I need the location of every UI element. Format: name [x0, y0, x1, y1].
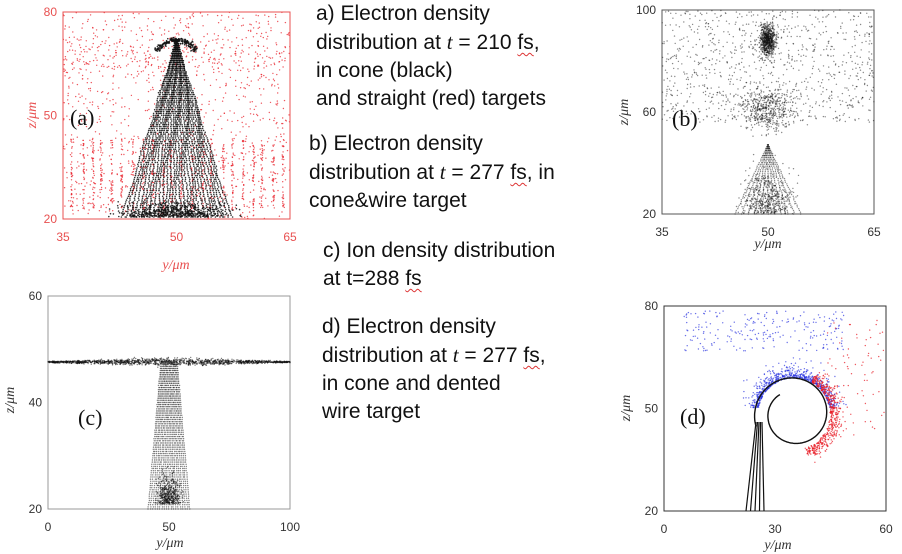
panel-d-spiral-wire: [753, 377, 828, 445]
panel-a-ytick: 20: [44, 212, 58, 226]
panel-a-black-series: [108, 36, 242, 218]
panel-b-plot: 35 50 65 20 60 100 y/μm z/μm (b): [617, 3, 881, 252]
panel-d-frame: [663, 305, 887, 512]
panel-b-ytick: 100: [636, 3, 656, 17]
panel-b-ylabel: z/μm: [617, 99, 632, 126]
panel-c-ytick: 20: [29, 502, 43, 516]
panel-d-xtick: 30: [768, 522, 782, 536]
panel-b-marks: [661, 9, 875, 215]
panel-c-ytick: 60: [29, 289, 43, 303]
panel-d-plot: 0 30 60 20 50 80 y/μm z/μm (d): [619, 299, 893, 553]
panel-b-ytick: 60: [643, 105, 657, 119]
caption-a-unit: fs: [517, 31, 534, 54]
panel-a-frame: [62, 11, 291, 220]
panel-a-label: (a): [70, 105, 94, 130]
caption-c-line2: at t=288 fs: [323, 265, 555, 293]
panel-a-red-series: [62, 11, 291, 220]
panel-d-cone-line: [749, 421, 759, 512]
caption-c-unit: fs: [405, 267, 422, 290]
caption-d: d) Electron density distribution at t = …: [322, 313, 546, 426]
panel-d-cone-line: [754, 421, 760, 512]
caption-b-line3: cone&wire target: [309, 189, 467, 212]
caption-b-time-symbol: t: [439, 160, 446, 184]
panel-c-xtick: 0: [45, 520, 52, 534]
panel-c-marks: [47, 356, 291, 510]
panel-d-xtick: 60: [879, 522, 893, 536]
caption-d-line2: distribution at t = 277 fs,: [322, 341, 546, 370]
panel-d-cone-line: [758, 421, 762, 512]
panel-b-ticks: 35 50 65 20 60 100: [636, 3, 881, 239]
panel-d-ytick: 50: [645, 402, 659, 416]
caption-c-line1: c) Ion density distribution: [323, 239, 556, 262]
panel-d-ytick: 80: [645, 299, 659, 313]
panel-c-xlabel: y/μm: [154, 536, 183, 551]
panel-c-ytick: 40: [29, 396, 43, 410]
panel-b-xtick: 65: [867, 225, 881, 239]
caption-b-time: = 277: [445, 161, 511, 184]
panel-d-ylabel: z/μm: [619, 395, 634, 422]
caption-d-text: distribution at: [322, 344, 453, 367]
caption-b: b) Electron density distribution at t = …: [309, 130, 555, 215]
caption-d-line1: d) Electron density: [322, 315, 496, 338]
panel-d-red-series: [804, 319, 885, 463]
caption-a-line1: a) Electron density: [316, 2, 490, 25]
panel-c-plot: 0 50 100 20 40 60 y/μm z/μm (c): [3, 289, 301, 551]
panel-a-ticks: 35 50 65 20 50 80: [44, 5, 297, 244]
caption-b-line1: b) Electron density: [309, 132, 483, 155]
panel-a-ytick: 50: [44, 109, 58, 123]
panel-c-ticks: 0 50 100 20 40 60: [29, 289, 301, 534]
panel-a-ytick: 80: [44, 5, 58, 19]
caption-a-text: distribution at: [316, 31, 447, 54]
caption-a-punct: ,: [533, 31, 540, 54]
caption-a: a) Electron density distribution at t = …: [316, 0, 546, 113]
caption-d-line3: in cone and dented: [322, 372, 501, 395]
panel-b-ytick: 20: [643, 207, 657, 221]
panel-c-ylabel: z/μm: [3, 387, 18, 414]
caption-a-line3: in cone (black): [316, 59, 453, 82]
panel-c-xtick: 100: [280, 520, 300, 534]
caption-d-time: = 277: [458, 344, 524, 367]
caption-a-line2: distribution at t = 210 fs,: [316, 28, 546, 57]
caption-a-time: = 210: [452, 31, 518, 54]
panel-d-label: (d): [680, 404, 706, 429]
panel-c-black-series: [47, 356, 291, 510]
caption-c-text: at t=288: [323, 267, 406, 290]
panel-d-ticks: 0 30 60 20 50 80: [645, 299, 893, 536]
caption-d-punct: ,: [539, 344, 546, 367]
panel-b-black-series: [661, 9, 875, 215]
caption-b-text: distribution at: [309, 161, 440, 184]
panel-b-xlabel: y/μm: [752, 237, 781, 252]
panel-a-plot: 35 50 65 20 50 80 y/μm z/μm (a): [25, 5, 297, 273]
panel-b-xtick: 50: [761, 225, 775, 239]
panel-d-ytick: 20: [645, 504, 659, 518]
panel-a-xtick: 65: [283, 230, 297, 244]
panel-b-label: (b): [672, 106, 698, 131]
caption-a-time-symbol: t: [446, 30, 453, 54]
panel-c-xtick: 50: [162, 520, 176, 534]
panel-d-marks: [683, 310, 885, 512]
panel-d-xlabel: y/μm: [762, 538, 791, 553]
caption-d-line4: wire target: [322, 400, 421, 423]
caption-b-line2: distribution at t = 277 fs, in: [309, 158, 555, 187]
caption-b-punct: , in: [526, 161, 555, 184]
caption-b-unit: fs: [510, 161, 527, 184]
panel-a-marks: [62, 11, 291, 220]
panel-d-xtick: 0: [661, 522, 668, 536]
panel-a-xtick: 50: [170, 230, 184, 244]
panel-b-xtick: 35: [655, 225, 669, 239]
caption-d-unit: fs: [523, 344, 540, 367]
panel-d-cone-line: [761, 421, 765, 512]
caption-d-time-symbol: t: [452, 343, 459, 367]
panel-c-label: (c): [78, 405, 102, 430]
panel-a-xtick: 35: [56, 230, 70, 244]
panel-a-ylabel: z/μm: [25, 102, 40, 129]
caption-c: c) Ion density distribution at t=288 fs: [323, 237, 555, 293]
panel-a-xlabel: y/μm: [160, 258, 189, 273]
caption-a-line4: and straight (red) targets: [316, 87, 546, 110]
panel-d-cone-line: [745, 421, 757, 512]
